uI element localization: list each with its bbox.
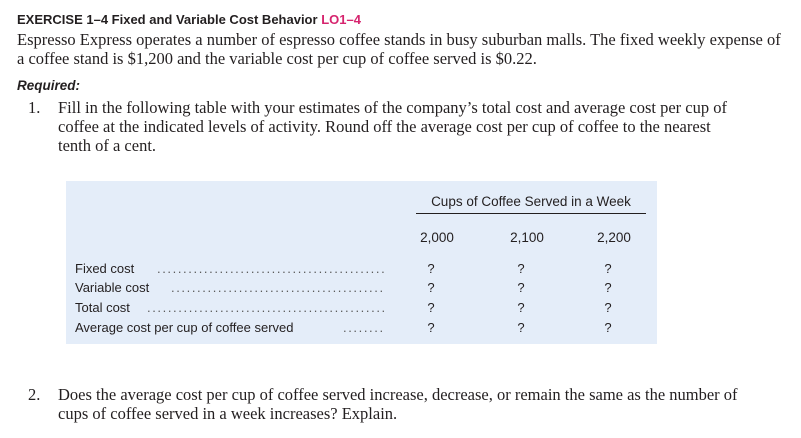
question-text: Fill in the following table with your es… [58,98,727,155]
table-cell: ? [427,320,435,335]
table-cell: ? [604,300,612,315]
column-header: 2,100 [510,230,544,245]
table-cell: ? [517,320,525,335]
table-cell: ? [604,280,612,295]
leader-dots: .............. [343,320,385,335]
leader-dots: ........................................… [147,300,385,315]
leader-dots: ........................................… [157,261,385,276]
table-cell: ? [604,320,612,335]
table-cell: ? [427,261,435,276]
leader-dots: ........................................… [171,280,385,295]
row-label: Total cost [75,300,130,315]
table-cell: ? [427,300,435,315]
question-number: 2. [28,385,41,404]
exercise-intro: Espresso Express operates a number of es… [17,30,781,68]
row-label: Fixed cost [75,261,135,276]
table-cell: ? [517,280,525,295]
table-spanning-header: Cups of Coffee Served in a Week [431,194,631,209]
question-text: Does the average cost per cup of coffee … [58,385,738,423]
table-cell: ? [517,261,525,276]
exercise-title: EXERCISE 1–4 Fixed and Variable Cost Beh… [17,12,318,27]
column-header: 2,000 [420,230,454,245]
required-label: Required: [17,78,81,93]
table-cell: ? [604,261,612,276]
table-cell: ? [427,280,435,295]
table-row-variable-cost: Variable cost ..........................… [75,280,645,300]
question-number: 1. [28,98,41,117]
row-label: Variable cost [75,280,150,295]
learning-objective: LO1–4 [321,12,361,27]
table-row-total-cost: Total cost .............................… [75,300,645,320]
row-label: Average cost per cup of coffee served [75,320,294,335]
column-header: 2,200 [597,230,631,245]
header-underline [416,213,646,214]
table-row-average-cost: Average cost per cup of coffee served ..… [75,320,645,340]
table-row-fixed-cost: Fixed cost .............................… [75,261,645,281]
exercise-heading: EXERCISE 1–4 Fixed and Variable Cost Beh… [17,12,361,27]
cost-table: Cups of Coffee Served in a Week 2,000 2,… [66,181,657,344]
table-cell: ? [517,300,525,315]
